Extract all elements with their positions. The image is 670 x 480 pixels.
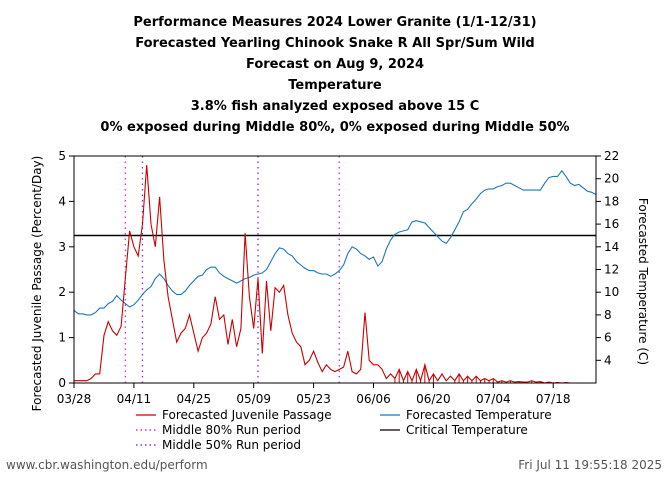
y-right-tick-label: 10 [604, 285, 619, 299]
y-left-tick-label: 4 [58, 194, 66, 208]
x-tick-label: 06/06 [356, 392, 391, 406]
x-tick-label: 07/04 [476, 392, 511, 406]
footer-timestamp: Fri Jul 11 19:55:18 2025 [518, 458, 662, 472]
chart-title-block: Performance Measures 2024 Lower Granite … [0, 12, 670, 138]
legend-label: Middle 80% Run period [162, 423, 301, 437]
y-right-tick-label: 8 [604, 308, 612, 322]
y-right-tick-label: 18 [604, 194, 619, 208]
y-right-tick-label: 22 [604, 149, 619, 163]
passage-series-line [74, 165, 596, 384]
y-right-tick-label: 14 [604, 240, 619, 254]
chart-subtitle-middle-exposure: 0% exposed during Middle 80%, 0% exposed… [100, 120, 570, 135]
y-left-tick-label: 5 [58, 149, 66, 163]
y-left-tick-label: 2 [58, 285, 66, 299]
y-left-tick-label: 3 [58, 240, 66, 254]
plot-area [73, 156, 597, 384]
y-right-tick-label: 12 [604, 263, 619, 277]
legend-label: Forecasted Juvenile Passage [162, 408, 332, 422]
chart-subtitle-measure: Temperature [288, 78, 382, 93]
temperature-series-line [73, 169, 597, 316]
y-left-axis-label: Forecasted Juvenile Passage (Percent/Day… [30, 156, 44, 412]
y-right-tick-label: 16 [604, 217, 619, 231]
y-right-tick-label: 4 [604, 353, 612, 367]
plot-frame [73, 155, 597, 384]
x-tick-label: 04/25 [177, 392, 212, 406]
chart-title: Performance Measures 2024 Lower Granite … [133, 15, 537, 30]
x-tick-label: 04/11 [117, 392, 152, 406]
x-tick-label: 06/20 [416, 392, 451, 406]
axes: 03/28 04/11 04/25 05/09 05/23 06/06 06/20 07/04… [30, 149, 650, 411]
footer-url[interactable]: www.cbr.washington.edu/perform [6, 458, 208, 472]
chart-subtitle-forecast-date: Forecast on Aug 9, 2024 [245, 57, 425, 72]
y-right-tick-label: 20 [604, 172, 619, 186]
legend-label: Middle 50% Run period [162, 438, 301, 452]
legend-label: Forecasted Temperature [406, 408, 552, 422]
x-tick-label: 07/18 [536, 392, 571, 406]
chart-subtitle-exposure: 3.8% fish analyzed exposed above 15 C [190, 99, 480, 114]
y-left-tick-label: 1 [58, 331, 66, 345]
x-tick-label: 05/23 [296, 392, 331, 406]
x-tick-label: 03/28 [57, 392, 92, 406]
y-right-tick-label: 6 [604, 331, 612, 345]
y-left-tick-label: 0 [58, 376, 66, 390]
x-tick-label: 05/09 [236, 392, 271, 406]
chart-subtitle-species: Forecasted Yearling Chinook Snake R All … [135, 36, 535, 51]
legend-label: Critical Temperature [406, 423, 528, 437]
y-right-axis-label: Forecasted Temperature (C) [636, 198, 650, 365]
